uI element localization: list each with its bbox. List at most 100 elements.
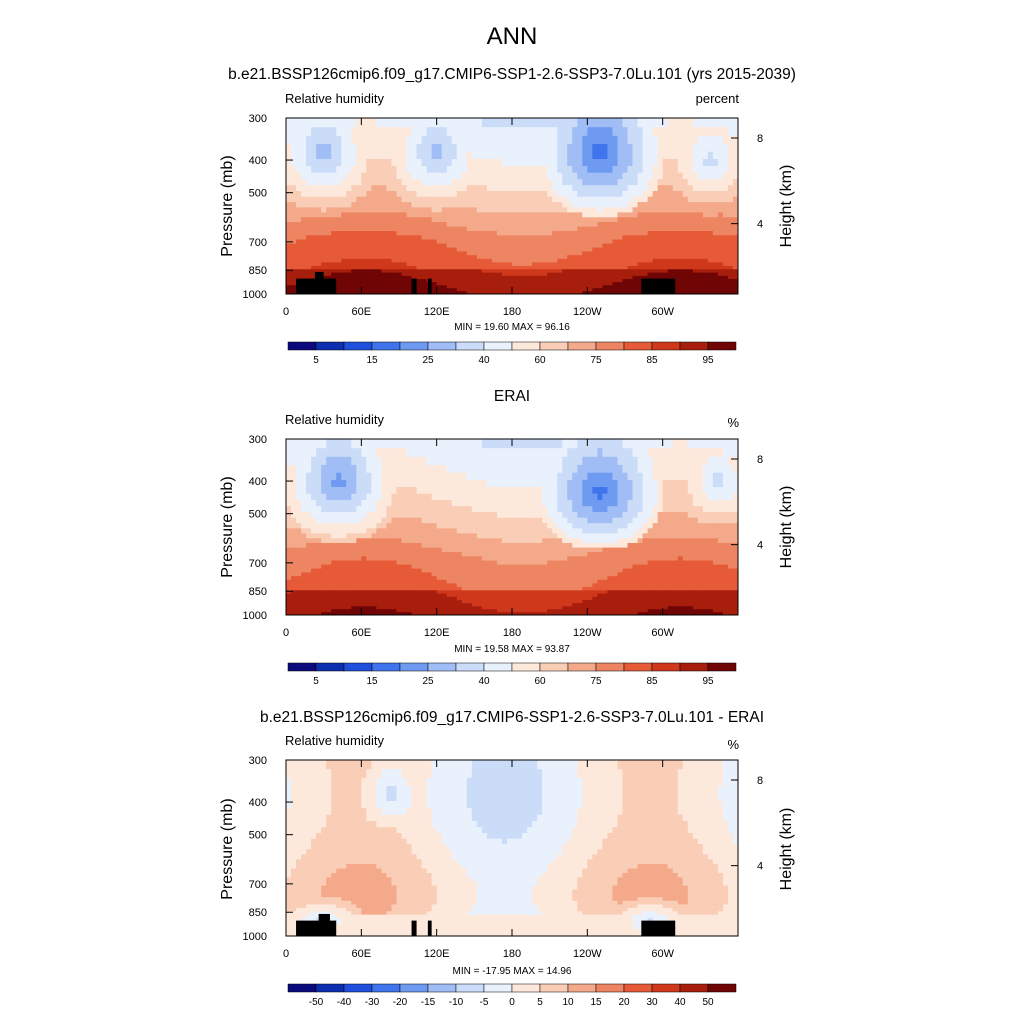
field-cell: [336, 590, 342, 595]
field-cell: [657, 247, 664, 252]
field-cell: [637, 262, 643, 267]
field-cell: [712, 172, 719, 180]
field-cell: [311, 572, 317, 577]
field-cell: [406, 564, 412, 569]
field-cell: [406, 556, 412, 561]
field-cell: [351, 127, 357, 137]
field-cell: [441, 285, 448, 289]
field-cell: [647, 135, 654, 145]
field-cell: [351, 528, 357, 534]
field-cell: [692, 231, 699, 236]
field-cell: [421, 590, 428, 595]
field-cell: [341, 262, 347, 267]
field-cell: [351, 255, 357, 260]
field-cell: [602, 118, 608, 128]
field-cell: [727, 243, 734, 248]
field-cell: [552, 275, 558, 280]
field-cell: [296, 464, 302, 474]
field-cell: [421, 456, 428, 466]
field-cell: [517, 512, 523, 519]
field-cell: [321, 251, 327, 256]
field-cell: [727, 118, 734, 128]
field-cell: [552, 235, 558, 240]
field-cell: [371, 135, 377, 145]
field-cell: [732, 212, 739, 218]
field-cell: [451, 547, 458, 553]
field-cell: [476, 533, 483, 539]
field-cell: [346, 166, 352, 174]
field-cell: [326, 480, 332, 488]
field-cell: [376, 586, 382, 591]
field-cell: [637, 255, 643, 260]
field-cell: [567, 159, 573, 167]
field-cell: [396, 288, 402, 292]
field-cell: [416, 243, 422, 248]
field-cell: [381, 191, 387, 198]
field-cell: [396, 603, 402, 607]
field-cell: [717, 282, 724, 286]
field-cell: [311, 606, 317, 610]
field-cell: [316, 512, 322, 519]
field-cell: [341, 127, 347, 137]
field-cell: [597, 151, 603, 160]
field-cell: [697, 143, 704, 153]
field-cell: [431, 202, 438, 208]
field-cell: [301, 448, 307, 458]
field-cell: [501, 251, 508, 256]
field-cell: [667, 185, 674, 192]
field-cell: [657, 265, 664, 270]
field-cell: [326, 239, 332, 244]
colorbar-box: [511, 341, 541, 351]
field-cell: [712, 118, 719, 128]
field-cell: [727, 166, 734, 174]
field-cell: [431, 596, 438, 601]
field-cell: [491, 564, 498, 569]
field-cell: [306, 533, 312, 539]
field-cell: [506, 196, 513, 203]
field-cell: [517, 487, 523, 495]
field-cell: [406, 487, 412, 495]
field-cell: [567, 179, 573, 186]
field-cell: [381, 538, 387, 544]
field-cell: [597, 143, 603, 153]
field-cell: [662, 135, 669, 145]
field-cell: [331, 258, 337, 263]
field-cell: [682, 226, 689, 232]
field-cell: [712, 275, 719, 280]
field-cell: [491, 239, 498, 244]
field-cell: [506, 217, 513, 223]
field-cell: [632, 172, 638, 180]
field-cell: [692, 166, 699, 174]
field-cell: [441, 272, 448, 277]
field-cell: [391, 538, 397, 544]
field-cell: [376, 552, 382, 557]
field-cell: [491, 265, 498, 270]
field-cell: [356, 448, 362, 458]
field-cell: [306, 269, 312, 274]
field-cell: [286, 576, 292, 581]
field-cell: [677, 262, 684, 267]
field-cell: [366, 243, 372, 248]
field-cell: [411, 247, 417, 252]
field-cell: [486, 269, 493, 274]
field-cell: [416, 251, 422, 256]
field-cell: [296, 272, 302, 277]
field-cell: [361, 579, 367, 584]
field-cell: [602, 143, 608, 153]
field-cell: [316, 202, 322, 208]
field-cell: [466, 593, 473, 598]
field-cell: [416, 247, 422, 252]
field-cell: [687, 258, 694, 263]
field-cell: [451, 456, 458, 466]
field-cell: [331, 185, 337, 192]
field-cell: [351, 606, 357, 610]
field-cell: [547, 247, 553, 252]
field-cell: [286, 500, 292, 507]
field-cell: [501, 543, 508, 548]
field-cell: [637, 172, 643, 180]
field-cell: [451, 159, 458, 167]
field-cell: [301, 439, 307, 449]
field-cell: [562, 212, 568, 218]
field-cell: [381, 512, 387, 519]
field-cell: [381, 265, 387, 270]
